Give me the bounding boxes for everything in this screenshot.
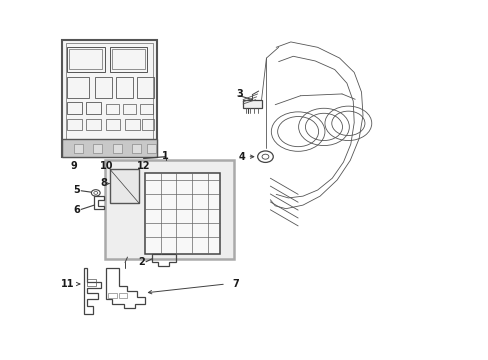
Bar [104,160,233,259]
Bar [142,119,154,130]
Bar [108,293,117,298]
Bar [144,173,220,253]
Bar [65,43,153,154]
Text: 5: 5 [73,185,80,195]
Text: 7: 7 [232,279,239,289]
Bar [113,144,122,153]
Bar [67,77,89,98]
Bar [116,77,133,98]
Text: 8: 8 [100,177,107,188]
Text: 10: 10 [100,161,113,171]
Bar [74,144,82,153]
Bar [61,139,157,157]
Bar [122,104,136,114]
Text: 1: 1 [162,150,168,161]
Bar [61,40,157,157]
Text: 3: 3 [236,89,243,99]
Bar [137,77,154,98]
Bar [95,77,112,98]
Bar [119,293,127,298]
Text: 4: 4 [238,152,245,162]
Bar [147,144,156,153]
Bar [69,49,102,69]
Text: 9: 9 [70,161,77,171]
Bar [110,169,139,203]
Bar [67,119,82,130]
Bar [86,119,101,130]
Text: 6: 6 [73,206,80,216]
Bar [110,46,147,72]
Bar [112,49,144,69]
Bar [125,119,140,130]
Text: 12: 12 [137,161,150,171]
Bar [93,144,102,153]
Text: 2: 2 [138,257,144,267]
Bar [105,104,119,114]
Bar [243,100,261,108]
Bar [140,104,153,114]
Bar [67,46,104,72]
Bar [67,102,82,114]
Text: 11: 11 [61,279,75,289]
Bar [105,119,120,130]
Bar [132,144,141,153]
Bar [86,102,101,114]
Bar [87,279,96,286]
